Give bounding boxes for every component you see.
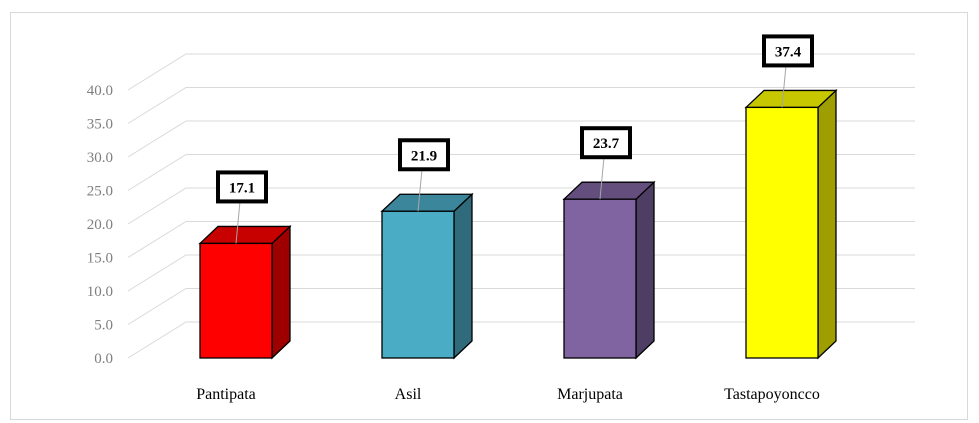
gridline [127, 87, 915, 124]
bar-marjupata [562, 180, 656, 360]
bar-front [563, 198, 637, 359]
bar-side [817, 88, 837, 360]
gridline [127, 120, 915, 158]
y-axis-tick-labels: 0.0 5.0 10.0 15.0 20.0 25.0 30.0 35.0 40.0 [87, 83, 113, 367]
data-label-box [762, 34, 814, 68]
gridline [127, 288, 915, 325]
data-label: 17.1 [229, 180, 255, 196]
bar-side [635, 180, 655, 360]
data-label: 37.4 [775, 44, 802, 60]
x-category-label: Tastapoyoncco [724, 386, 820, 403]
y-tick-label: 10.0 [87, 284, 113, 300]
y-tick-label: 25.0 [87, 184, 113, 200]
gridlines [127, 53, 915, 359]
x-category-label: Pantipata [196, 386, 256, 403]
gridline [127, 321, 915, 359]
gridline [127, 53, 915, 91]
bar-pantipata [198, 224, 292, 360]
bars [198, 88, 838, 360]
gridline [127, 154, 915, 191]
bar-tastapoyoncco [744, 88, 838, 360]
y-tick-label: 35.0 [87, 117, 113, 133]
bar-front [199, 242, 273, 359]
data-label-box [398, 138, 450, 172]
y-tick-label: 30.0 [87, 150, 113, 166]
y-tick-label: 20.0 [87, 217, 113, 233]
data-label: 23.7 [593, 136, 620, 152]
data-label-leader [417, 169, 423, 212]
data-label-leader [235, 201, 241, 244]
y-tick-label: 0.0 [94, 351, 113, 367]
data-label: 21.9 [411, 148, 437, 164]
gridline [127, 254, 915, 292]
gridline [127, 221, 915, 258]
bar-asil [380, 192, 474, 360]
bar-front [381, 210, 455, 359]
data-label-box [580, 126, 632, 160]
data-label-leader [599, 157, 605, 200]
data-label-box [216, 170, 268, 204]
x-category-label: Marjupata [557, 386, 623, 403]
y-tick-label: 5.0 [94, 318, 113, 334]
y-tick-label: 15.0 [87, 251, 113, 267]
data-label-leader [781, 65, 787, 108]
y-tick-label: 40.0 [87, 83, 113, 99]
bar-front [745, 106, 819, 359]
x-category-label: Asil [395, 386, 422, 403]
bar-side [271, 224, 291, 360]
gridline [127, 187, 915, 225]
x-axis-category-labels: Pantipata Asil Marjupata Tastapoyoncco [196, 386, 820, 403]
data-labels: 17.1 21.9 23.7 37.4 [216, 34, 814, 244]
bar-side [453, 192, 473, 360]
